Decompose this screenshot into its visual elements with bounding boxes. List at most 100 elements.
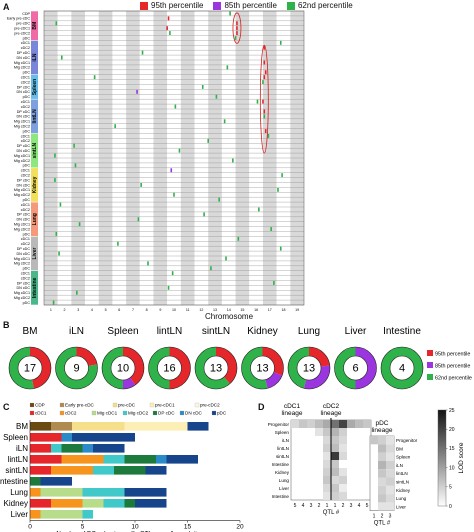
heatmap-frame bbox=[43, 10, 305, 306]
legend-item-95: 95th percentile bbox=[140, 1, 203, 10]
heatmap-row-label: Spleen bbox=[275, 430, 290, 435]
pie-outline bbox=[334, 346, 377, 390]
row-label: cDC1 bbox=[21, 134, 30, 138]
row-label: Mig cDC1 bbox=[14, 223, 30, 227]
colorbar-tick-label: 5 bbox=[449, 485, 452, 491]
row-label: DP cDC bbox=[17, 110, 31, 114]
qtl-mark bbox=[173, 192, 175, 197]
pie-outline bbox=[148, 346, 191, 390]
row-label: Mig cDC2 bbox=[14, 262, 30, 266]
heatmap-cell bbox=[386, 502, 394, 511]
x-tick-label: 18 bbox=[281, 308, 285, 312]
x-tick-label: 6 bbox=[118, 308, 120, 312]
row-label: Mig cDC1 bbox=[14, 188, 30, 192]
heatmap-row-label: lintLN bbox=[277, 446, 289, 451]
bar-legend-label: Mig cDC2 bbox=[128, 411, 149, 416]
heatmap-x-tick: 1 bbox=[373, 514, 376, 520]
row-label: cDC1 bbox=[21, 76, 30, 80]
row-label: cDC2 bbox=[21, 139, 30, 143]
heatmap-row-label: Kidney bbox=[275, 470, 290, 475]
heatmap-x-tick: 1 bbox=[334, 503, 337, 509]
legend-swatch-62 bbox=[286, 1, 295, 10]
pie-title: Liver bbox=[345, 326, 367, 337]
heatmap-cell bbox=[331, 492, 339, 500]
pie-outline bbox=[55, 346, 98, 390]
heatmap-cell bbox=[323, 492, 331, 500]
bar-segment bbox=[166, 455, 198, 464]
row-label: Mig cDC1 bbox=[14, 61, 30, 65]
bar-legend-swatch bbox=[112, 402, 118, 408]
heatmap-x-tick: 2 bbox=[381, 514, 384, 520]
heatmap-cell bbox=[339, 468, 347, 476]
bar-segment bbox=[30, 433, 62, 442]
heatmap-cell bbox=[339, 444, 347, 452]
bar-legend-label: DP cDC bbox=[158, 411, 175, 416]
heatmap-cell bbox=[323, 460, 331, 468]
tissue-label: Spleen bbox=[32, 79, 38, 95]
qtl-mark bbox=[277, 187, 279, 192]
colorbar-title: LOD score bbox=[458, 442, 465, 473]
bar-legend-swatch bbox=[91, 410, 97, 416]
bar-segment bbox=[187, 422, 209, 431]
colorbar-tick-label: 0 bbox=[449, 504, 452, 510]
bar-category-label: Spleen bbox=[3, 433, 28, 442]
heatmap-x-tick: 2 bbox=[342, 503, 345, 509]
bar-segment bbox=[93, 466, 114, 475]
tissue-color-bar bbox=[31, 236, 38, 271]
heatmap-cell bbox=[323, 444, 331, 452]
row-label: pre-cDC1 bbox=[14, 27, 30, 31]
row-label: pDC bbox=[23, 198, 31, 202]
row-label: Mig cDC2 bbox=[14, 193, 30, 197]
bar-segment bbox=[82, 444, 93, 453]
heatmap-cell bbox=[378, 477, 386, 486]
heatmap-row-label: Kidney bbox=[396, 488, 411, 493]
heatmap-cell bbox=[291, 420, 299, 428]
qtl-mark bbox=[264, 70, 267, 75]
qtl-mark bbox=[58, 251, 60, 256]
legend-label-85: 85th percentile bbox=[224, 1, 277, 10]
bar-segment bbox=[156, 455, 167, 464]
qtl-mark bbox=[267, 134, 270, 138]
bar-segment bbox=[30, 488, 41, 497]
x-axis-title: Number of DC subset specific QTL per cel… bbox=[56, 531, 204, 532]
qtl-mark bbox=[281, 173, 283, 178]
heatmap-cell bbox=[386, 460, 394, 470]
qtl-mark bbox=[54, 153, 56, 158]
bar-segment bbox=[30, 444, 51, 453]
x-tick-label: 9 bbox=[159, 308, 161, 312]
qtl-mark bbox=[279, 40, 282, 45]
bar-segment bbox=[61, 444, 83, 453]
row-label: DN cDC bbox=[16, 286, 30, 290]
panel-letter-a: A bbox=[3, 2, 10, 12]
heatmap-x-tick: 3 bbox=[389, 514, 392, 520]
pie-outline bbox=[380, 346, 424, 390]
qtl-mark bbox=[258, 207, 260, 212]
qtl-mark bbox=[147, 261, 149, 266]
tissue-label: Kidney bbox=[32, 176, 38, 193]
pie-outline bbox=[287, 346, 331, 390]
tissue-label: Intestine bbox=[32, 277, 38, 298]
qtl-mark bbox=[270, 227, 272, 231]
bar-segment bbox=[124, 488, 167, 497]
qtl-mark bbox=[232, 158, 234, 163]
row-label: pDC bbox=[23, 36, 31, 40]
pie-hole bbox=[250, 355, 275, 381]
pie-outline bbox=[101, 346, 145, 390]
stacked-bar-chart: CDP Early pre-cDC pre-cDC pre-cDC1 pre-cDC2 c… bbox=[0, 402, 244, 532]
heatmap-cell bbox=[355, 420, 363, 428]
heatmap-cell bbox=[323, 484, 331, 492]
x-tick-label: 12 bbox=[199, 308, 203, 312]
panel-a-xlabel: Chromosome bbox=[205, 312, 254, 321]
x-tick-label: 15 bbox=[240, 308, 244, 312]
row-label: DN cDC bbox=[16, 56, 30, 60]
pie-hole bbox=[343, 355, 368, 381]
qtl-mark bbox=[273, 281, 275, 285]
bar-segment bbox=[30, 422, 51, 431]
bar-segment bbox=[145, 466, 167, 475]
row-label: cDC1 bbox=[21, 100, 30, 104]
qtl-mark bbox=[74, 163, 77, 168]
row-label: cDC2 bbox=[21, 276, 30, 280]
pie-total: 13 bbox=[303, 363, 315, 375]
pie-hole bbox=[389, 355, 415, 381]
